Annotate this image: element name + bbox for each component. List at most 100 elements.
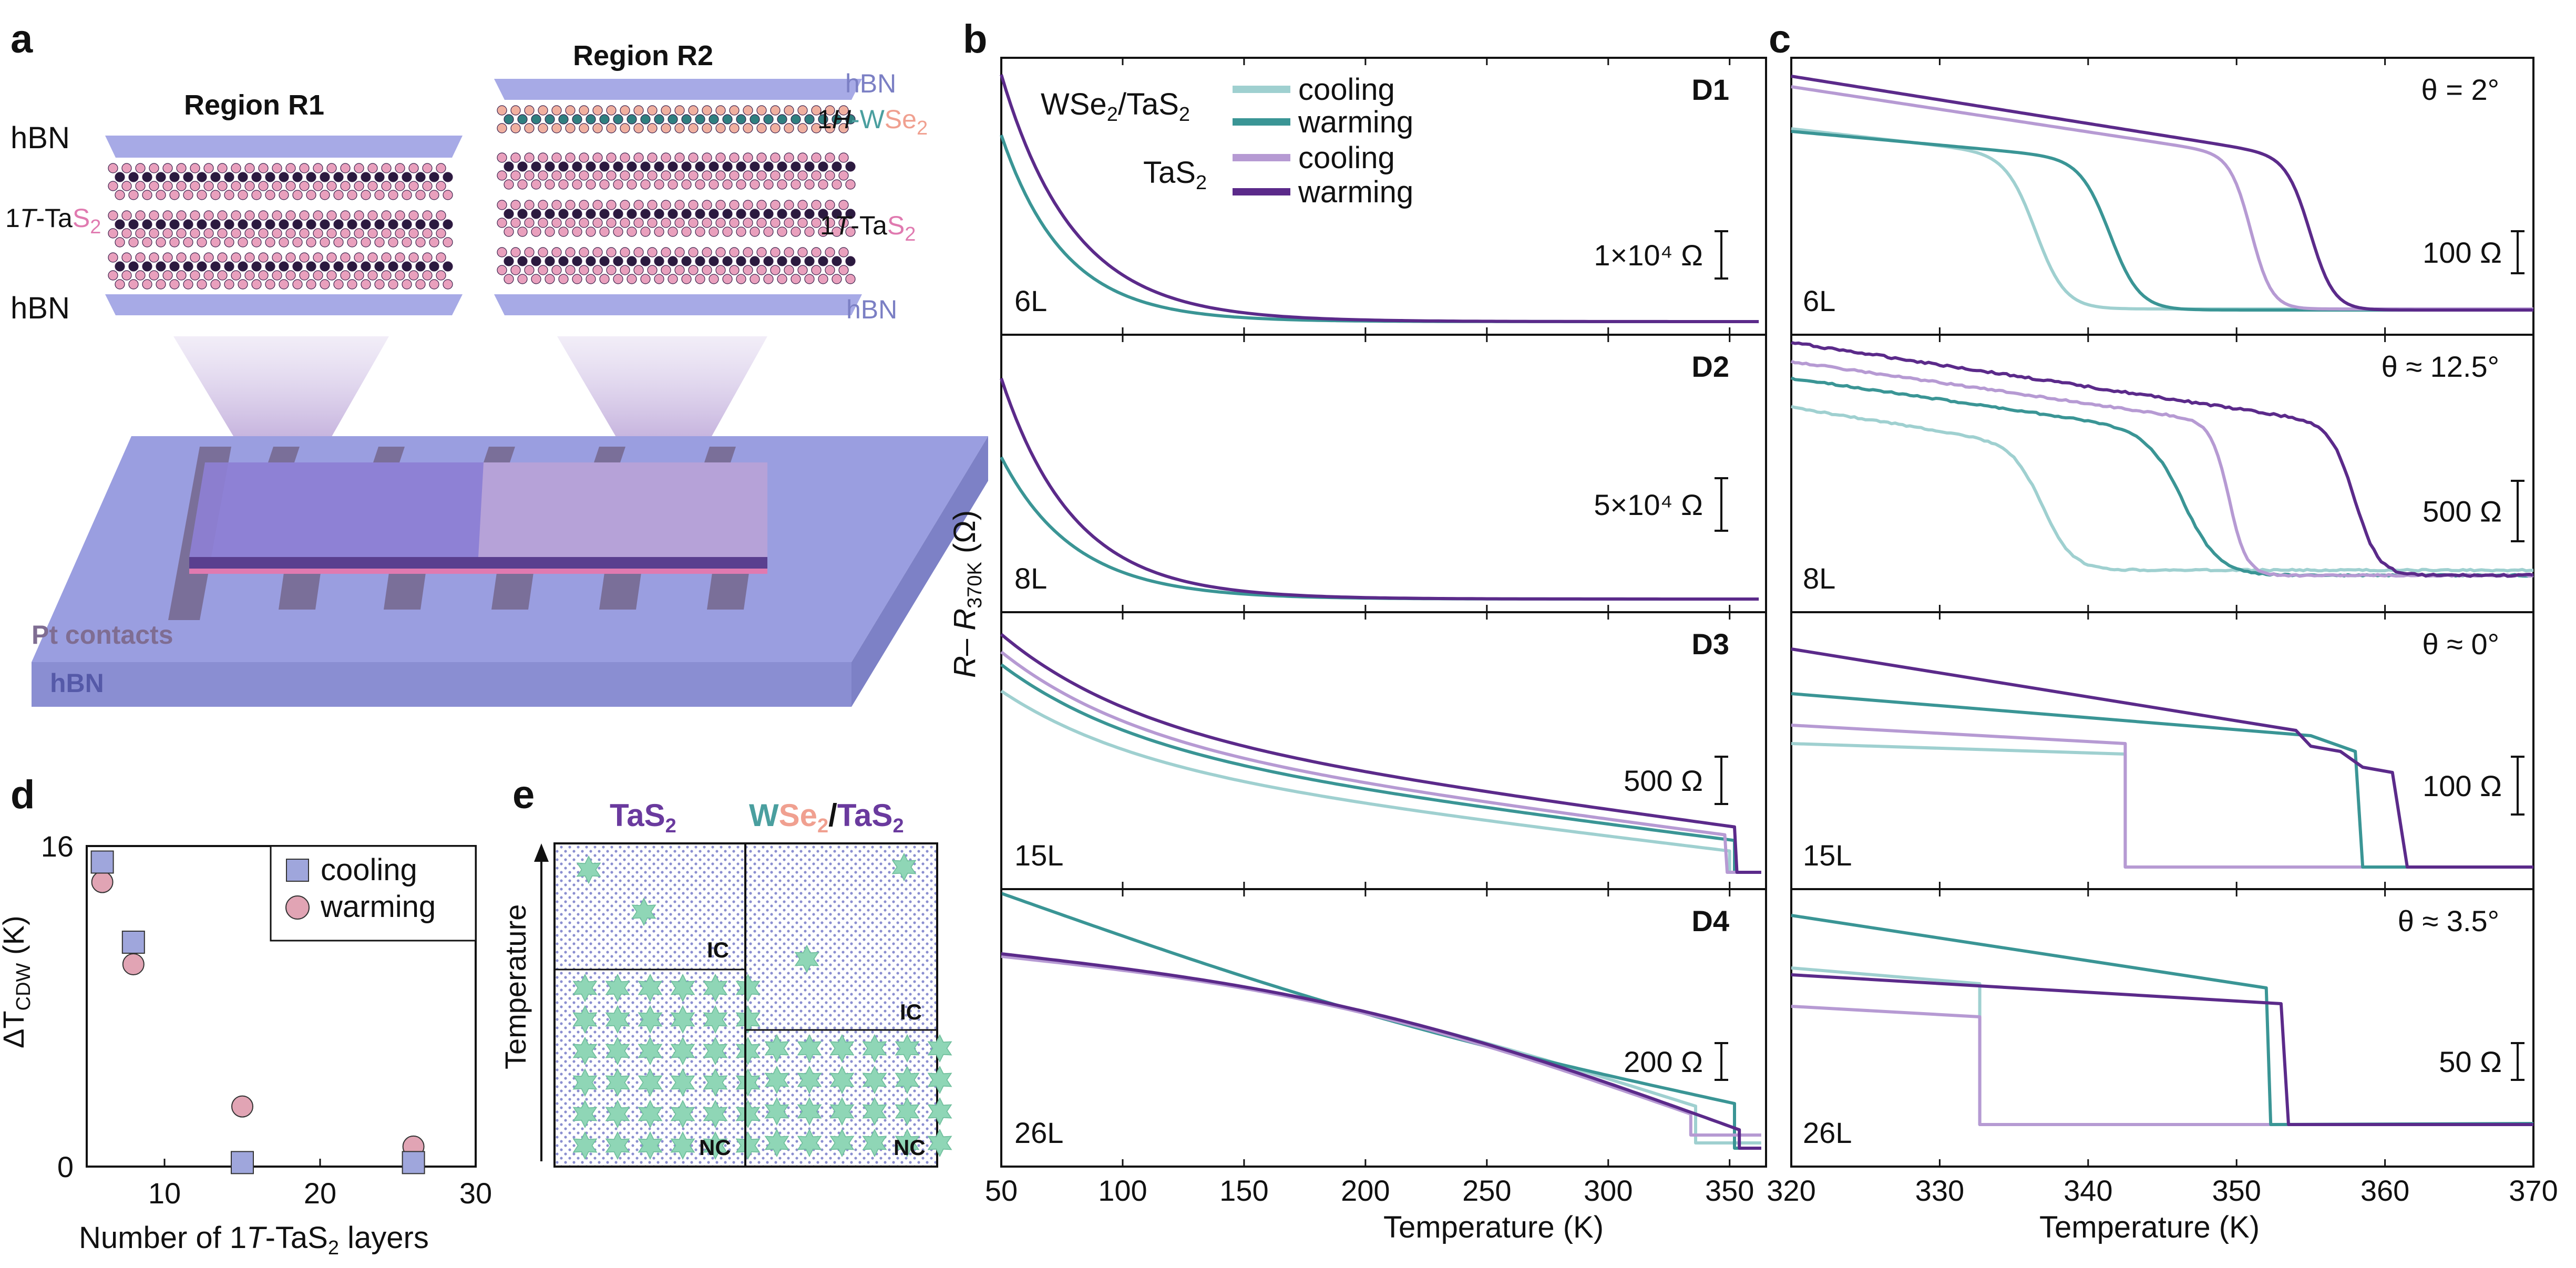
atom — [415, 261, 426, 272]
atom — [326, 270, 337, 281]
atom — [750, 226, 760, 237]
x-tick-label: 200 — [1341, 1174, 1390, 1207]
hetero-warming-curve — [1000, 456, 1759, 601]
atom — [702, 218, 712, 228]
panel-d: d cooling warming 10 20 30 0 16 ΔTCDW (K) Nu… — [0, 772, 492, 1259]
atom — [149, 270, 159, 281]
atom — [811, 218, 822, 228]
atom — [579, 152, 589, 163]
layer-count: 6L — [1014, 284, 1047, 317]
atom — [340, 210, 351, 221]
atom — [128, 219, 139, 230]
atom — [149, 181, 159, 191]
atom — [517, 274, 528, 284]
atom — [832, 114, 842, 125]
atom — [538, 123, 548, 133]
hetero-warming-curve — [1000, 892, 1761, 1150]
atom — [517, 161, 528, 172]
x-tick-label: 250 — [1462, 1174, 1511, 1207]
atom — [558, 256, 569, 266]
atom — [551, 265, 562, 275]
atom — [620, 247, 630, 257]
atom — [750, 274, 760, 284]
atom — [429, 219, 439, 230]
atom — [674, 247, 685, 257]
atom — [149, 228, 159, 239]
atom — [244, 210, 255, 221]
atom — [156, 219, 166, 230]
atom — [791, 274, 801, 284]
atom — [210, 279, 221, 290]
atom — [565, 170, 576, 181]
atom — [422, 252, 433, 263]
atom — [510, 200, 521, 210]
atom — [633, 200, 644, 210]
atom — [613, 209, 623, 219]
atom — [258, 163, 269, 173]
atom — [722, 226, 733, 237]
pt-contact — [384, 573, 426, 610]
atom — [777, 114, 787, 125]
atom — [217, 270, 228, 281]
atom — [599, 226, 610, 237]
atom — [361, 261, 371, 272]
atom — [784, 170, 794, 181]
atom — [292, 279, 303, 290]
atom — [238, 172, 248, 182]
atom — [361, 279, 371, 290]
atom — [674, 105, 685, 116]
atom — [238, 219, 248, 230]
atom — [606, 123, 617, 133]
atom — [606, 200, 617, 210]
atom — [251, 279, 262, 290]
hetero-warming-curve — [1791, 914, 2534, 1126]
device-substrate: Pt contacts hBN — [32, 436, 988, 707]
atom — [538, 105, 548, 116]
atom — [606, 152, 617, 163]
atom — [750, 256, 760, 266]
atom — [258, 210, 269, 221]
x-tick-label: 320 — [1767, 1174, 1815, 1207]
atom — [811, 105, 822, 116]
atom — [320, 172, 330, 182]
atom — [422, 181, 433, 191]
atom — [750, 209, 760, 219]
atom — [524, 170, 535, 181]
atom — [613, 226, 623, 237]
atom — [279, 261, 289, 272]
region-r1-stack — [105, 136, 463, 315]
atom — [565, 265, 576, 275]
atom — [176, 163, 187, 173]
atom — [224, 219, 234, 230]
atom — [217, 181, 228, 191]
atom — [524, 247, 535, 257]
atom — [251, 190, 262, 200]
atom — [640, 114, 651, 125]
atom — [108, 270, 118, 281]
hetero-cooling-curve — [1791, 966, 2533, 1126]
atom — [572, 179, 582, 190]
atom — [210, 172, 221, 182]
atom — [531, 114, 541, 125]
panel-c-label: c — [1769, 17, 1791, 61]
layer-count: 26L — [1803, 1116, 1852, 1149]
atom — [818, 114, 828, 125]
atom — [497, 200, 507, 210]
atom — [306, 261, 316, 272]
atom — [128, 279, 139, 290]
panel-d-xlabel: Number of 1T-TaS2 layers — [79, 1221, 429, 1259]
x-tick-label: 350 — [1705, 1174, 1754, 1207]
panel-c-annotations: θ = 2° 6L 100 Ω θ ≈ 12.5° 8L 500 Ω θ ≈ 0° 15L 10… — [1803, 73, 2524, 1149]
legend-cooling-marker — [286, 859, 309, 882]
atom — [504, 161, 514, 172]
atom — [777, 256, 787, 266]
atom — [388, 279, 398, 290]
atom — [422, 210, 433, 221]
legend-cooling-label: cooling — [321, 853, 417, 887]
atom — [169, 190, 180, 200]
atom — [586, 209, 596, 219]
legend-warming-label: warming — [320, 890, 436, 924]
panel-c-xlabel: Temperature (K) — [2039, 1210, 2260, 1244]
atom — [722, 161, 733, 172]
atom — [361, 237, 371, 248]
